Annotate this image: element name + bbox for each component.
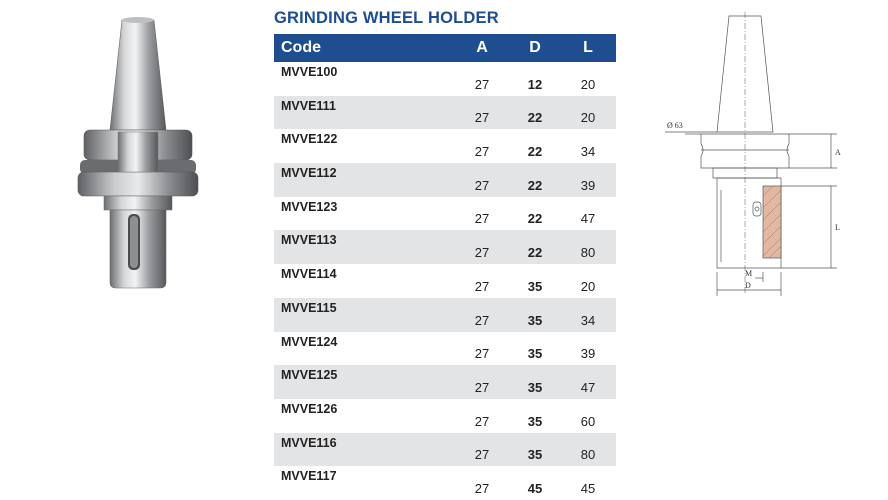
table-row: MVVE124 27 35 39 — [274, 332, 616, 366]
cell-a: 27 — [474, 144, 490, 160]
table-row: MVVE116 27 35 80 — [274, 432, 616, 467]
cell-code: MVVE124 — [281, 334, 338, 349]
cell-l: 20 — [560, 95, 616, 130]
cell-d: 35 — [510, 432, 560, 467]
cell-d: 22 — [510, 230, 560, 265]
cell-a: 27 — [474, 346, 490, 362]
cell-d: 35 — [510, 297, 560, 332]
table-row: MVVE126 27 35 60 — [274, 399, 616, 433]
cell-d: 22 — [527, 211, 543, 227]
cell-a: 27 — [454, 365, 510, 399]
dim-label-a: A — [835, 148, 841, 157]
technical-drawing: Ø 63 A L M D — [665, 12, 841, 296]
cell-code: MVVE112 — [274, 163, 454, 197]
cell-a: 27 — [454, 432, 510, 467]
cell-code: MVVE111 — [274, 95, 454, 130]
table-body: MVVE100 27 12 20 MVVE111 27 22 20 MVVE122 27 22 34 M… — [274, 62, 616, 500]
table-row: MVVE117 27 45 45 — [274, 466, 616, 500]
cell-d: 22 — [510, 95, 560, 130]
cell-l: 80 — [560, 230, 616, 265]
cell-code: MVVE115 — [274, 297, 454, 332]
table-row: MVVE114 27 35 20 — [274, 264, 616, 298]
cell-code: MVVE122 — [281, 132, 338, 147]
cell-d: 35 — [527, 278, 543, 294]
cell-l: 39 — [580, 346, 596, 362]
table-row: MVVE122 27 22 34 — [274, 129, 616, 163]
cell-a: 27 — [454, 95, 510, 130]
table-row: MVVE100 27 12 20 — [274, 62, 616, 96]
cell-a: 27 — [474, 413, 490, 429]
cell-a: 27 — [474, 278, 490, 294]
table-row: MVVE115 27 35 34 — [274, 297, 616, 332]
cell-code: MVVE123 — [281, 199, 338, 214]
cell-d: 35 — [510, 365, 560, 399]
column-header-l: L — [560, 34, 616, 62]
cell-l: 20 — [580, 76, 596, 92]
cell-l: 39 — [560, 163, 616, 197]
cell-a: 27 — [474, 480, 490, 496]
table-row: MVVE112 27 22 39 — [274, 163, 616, 197]
dim-label-d: D — [745, 281, 751, 290]
column-header-code: Code — [274, 34, 454, 62]
spec-table: Code A D L MVVE100 27 12 20 MVVE111 27 22 20 MVV… — [274, 34, 616, 500]
diameter-label: Ø 63 — [667, 121, 683, 130]
table-row: MVVE111 27 22 20 — [274, 95, 616, 130]
cell-code: MVVE114 — [281, 267, 337, 282]
cell-a: 27 — [454, 297, 510, 332]
cell-d: 22 — [510, 163, 560, 197]
cell-a: 27 — [454, 163, 510, 197]
cell-a: 27 — [474, 76, 490, 92]
cell-code: MVVE117 — [281, 469, 337, 484]
dim-label-l: L — [835, 223, 840, 232]
column-header-a: A — [454, 34, 510, 62]
cell-d: 45 — [527, 480, 543, 496]
cell-code: MVVE100 — [281, 65, 338, 79]
dim-label-m: M — [745, 269, 752, 278]
cell-l: 47 — [560, 365, 616, 399]
cell-code: MVVE125 — [274, 365, 454, 399]
cell-l: 45 — [580, 480, 596, 496]
cell-l: 60 — [580, 413, 596, 429]
cell-code: MVVE113 — [274, 230, 454, 265]
cell-l: 20 — [580, 278, 596, 294]
column-header-d: D — [510, 34, 560, 62]
table-header-row: Code A D L — [274, 34, 616, 62]
cell-a: 27 — [474, 211, 490, 227]
cell-d: 12 — [527, 76, 543, 92]
product-photo — [77, 17, 199, 289]
cell-l: 34 — [560, 297, 616, 332]
page-title: GRINDING WHEEL HOLDER — [274, 9, 499, 27]
cell-d: 35 — [527, 413, 543, 429]
table-row: MVVE123 27 22 47 — [274, 197, 616, 231]
cell-a: 27 — [454, 230, 510, 265]
cell-code: MVVE126 — [281, 401, 338, 416]
cell-l: 47 — [580, 211, 596, 227]
cell-code: MVVE116 — [274, 432, 454, 467]
cell-d: 35 — [527, 346, 543, 362]
table-row: MVVE113 27 22 80 — [274, 230, 616, 265]
cell-l: 34 — [580, 144, 596, 160]
cell-d: 22 — [527, 144, 543, 160]
table-row: MVVE125 27 35 47 — [274, 365, 616, 399]
cell-l: 80 — [560, 432, 616, 467]
